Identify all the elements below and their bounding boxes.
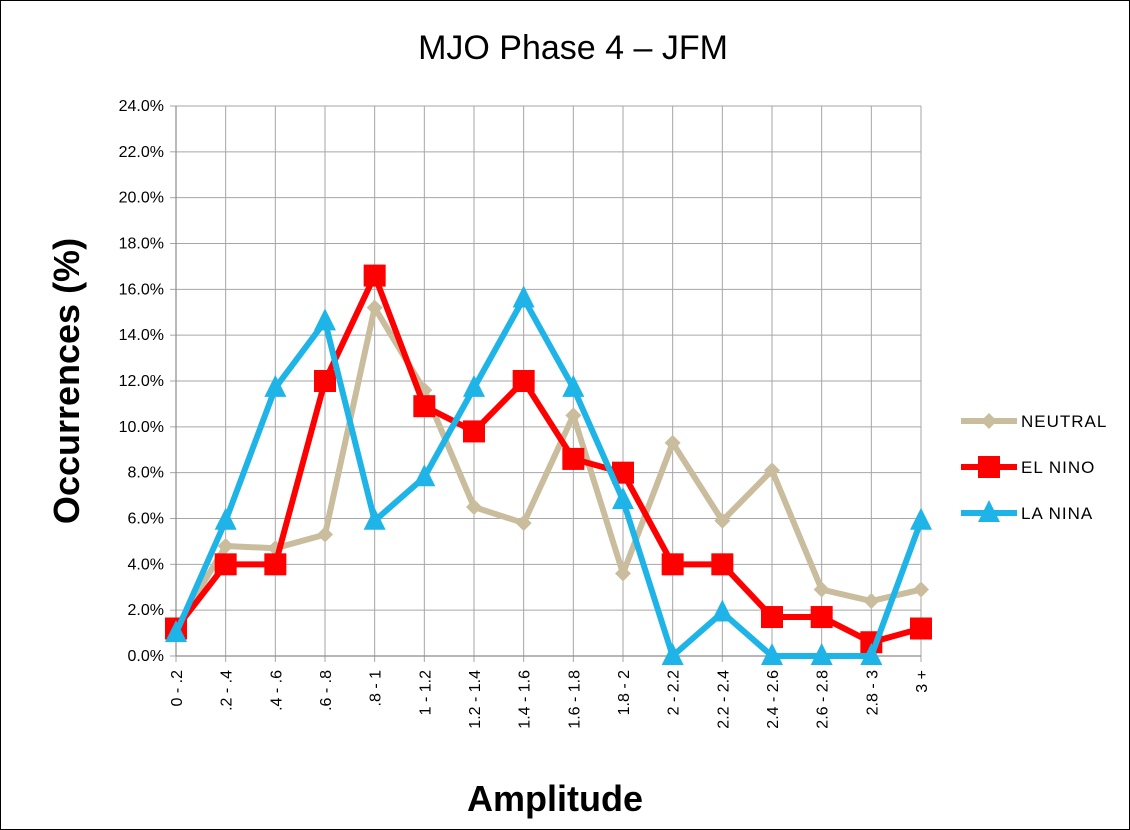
y-tick-label: 18.0% (119, 236, 164, 253)
legend-label: NEUTRAL (1021, 412, 1107, 431)
y-tick-label: 4.0% (128, 556, 164, 573)
legend-label: LA NINA (1021, 504, 1093, 523)
data-point-neutral (317, 526, 333, 543)
data-point-el-nino (612, 461, 634, 484)
data-point-la-nina (214, 507, 237, 530)
y-tick-label: 0.0% (128, 648, 164, 665)
y-tick-label: 16.0% (119, 281, 164, 298)
legend-label: EL NINO (1021, 458, 1095, 477)
x-tick-label: 1.6 - 1.8 (566, 670, 583, 729)
data-point-el-nino (711, 553, 734, 576)
data-point-el-nino (463, 420, 485, 443)
series-layer (165, 264, 932, 665)
data-point-la-nina (661, 643, 684, 665)
y-tick-label: 20.0% (119, 190, 164, 207)
x-tick-label: 1.4 - 1.6 (517, 670, 534, 729)
x-tick-label: 2.4 - 2.6 (765, 670, 782, 729)
data-point-la-nina (512, 285, 535, 308)
data-point-neutral (565, 407, 582, 424)
data-point-la-nina (314, 308, 336, 331)
legend-item-el-nino: EL NINO (961, 456, 1095, 478)
x-tick-label: 2 - 2.2 (666, 670, 683, 715)
x-tick-label: 1.2 - 1.4 (467, 670, 484, 729)
data-point-el-nino (314, 370, 336, 392)
x-tick-label: 1 - 1.2 (417, 670, 434, 715)
data-point-el-nino (214, 553, 237, 576)
y-tick-label: 22.0% (119, 144, 164, 161)
data-point-el-nino (264, 553, 287, 576)
data-point-la-nina (413, 464, 436, 487)
data-point-neutral (664, 434, 681, 451)
series-line-neutral (173, 299, 922, 631)
grid-lines (170, 105, 922, 662)
data-point-neutral (863, 593, 880, 609)
data-point-la-nina (711, 599, 734, 622)
y-tick-label: 8.0% (128, 465, 164, 482)
data-point-neutral (366, 299, 383, 316)
x-tick-label: .4 - .6 (268, 670, 285, 711)
y-tick-label: 10.0% (119, 419, 164, 436)
x-tick-label: .6 - .8 (318, 670, 335, 711)
data-point-neutral (615, 565, 631, 582)
chart-title: MJO Phase 4 – JFM (418, 29, 728, 67)
data-point-el-nino (562, 447, 585, 470)
y-tick-labels: 0.0% 2.0% 4.0% 6.0% 8.0% 10.0% 12.0% 14.0% 16.0%… (119, 98, 164, 665)
legend-marker (978, 500, 1000, 522)
data-point-la-nina (612, 487, 634, 510)
series-la-nina (165, 285, 932, 665)
data-point-neutral (714, 512, 731, 529)
x-tick-label: 3 + (914, 670, 931, 693)
series-neutral (168, 299, 929, 637)
data-point-la-nina (165, 620, 187, 643)
data-point-el-nino (661, 553, 684, 576)
data-point-el-nino (512, 370, 535, 392)
data-point-la-nina (264, 374, 287, 397)
data-point-la-nina (463, 374, 485, 397)
x-tick-label: 2.8 - 3 (864, 670, 881, 715)
y-tick-label: 6.0% (128, 511, 164, 528)
data-point-la-nina (562, 374, 585, 397)
data-point-neutral (466, 499, 482, 516)
data-point-neutral (813, 581, 830, 598)
data-point-la-nina (860, 643, 883, 665)
x-tick-label: 1.8 - 2 (616, 670, 633, 715)
data-point-el-nino (413, 395, 436, 418)
data-point-neutral (764, 462, 780, 479)
data-point-el-nino (363, 264, 386, 287)
x-tick-label: 2.2 - 2.4 (715, 670, 732, 729)
data-point-la-nina (810, 643, 833, 665)
data-point-la-nina (363, 507, 386, 530)
y-tick-label: 24.0% (119, 98, 164, 115)
x-tick-labels: 0 - .2 .2 - .4 .4 - .6 .6 - .8 .8 - 1 1 - 1.2… (169, 670, 931, 729)
legend-item-neutral: NEUTRAL (961, 412, 1107, 431)
y-tick-label: 12.0% (119, 373, 164, 390)
legend: NEUTRAL EL NINO LA NINA (961, 412, 1107, 523)
series-line-la-nina (173, 292, 924, 662)
legend-item-la-nina: LA NINA (961, 500, 1093, 523)
legend-marker (981, 413, 997, 429)
x-axis-title: Amplitude (467, 778, 643, 819)
series-line-el-nino (173, 267, 922, 646)
y-tick-label: 14.0% (119, 327, 164, 344)
y-tick-label: 2.0% (128, 602, 164, 619)
data-point-neutral (217, 538, 234, 554)
x-tick-label: 2.6 - 2.8 (815, 670, 832, 729)
data-point-la-nina (761, 643, 783, 665)
data-point-el-nino (810, 606, 833, 629)
data-point-neutral (913, 581, 929, 598)
y-axis-title: Occurrences (%) (46, 238, 87, 524)
x-tick-label: .2 - .4 (219, 670, 236, 711)
data-point-la-nina (910, 507, 932, 530)
legend-marker (978, 456, 1000, 478)
series-el-nino (165, 264, 932, 654)
x-tick-label: .8 - 1 (368, 670, 385, 707)
data-point-neutral (515, 515, 532, 532)
data-point-el-nino (910, 617, 932, 640)
data-point-el-nino (761, 606, 783, 629)
x-tick-label: 0 - .2 (169, 670, 186, 707)
